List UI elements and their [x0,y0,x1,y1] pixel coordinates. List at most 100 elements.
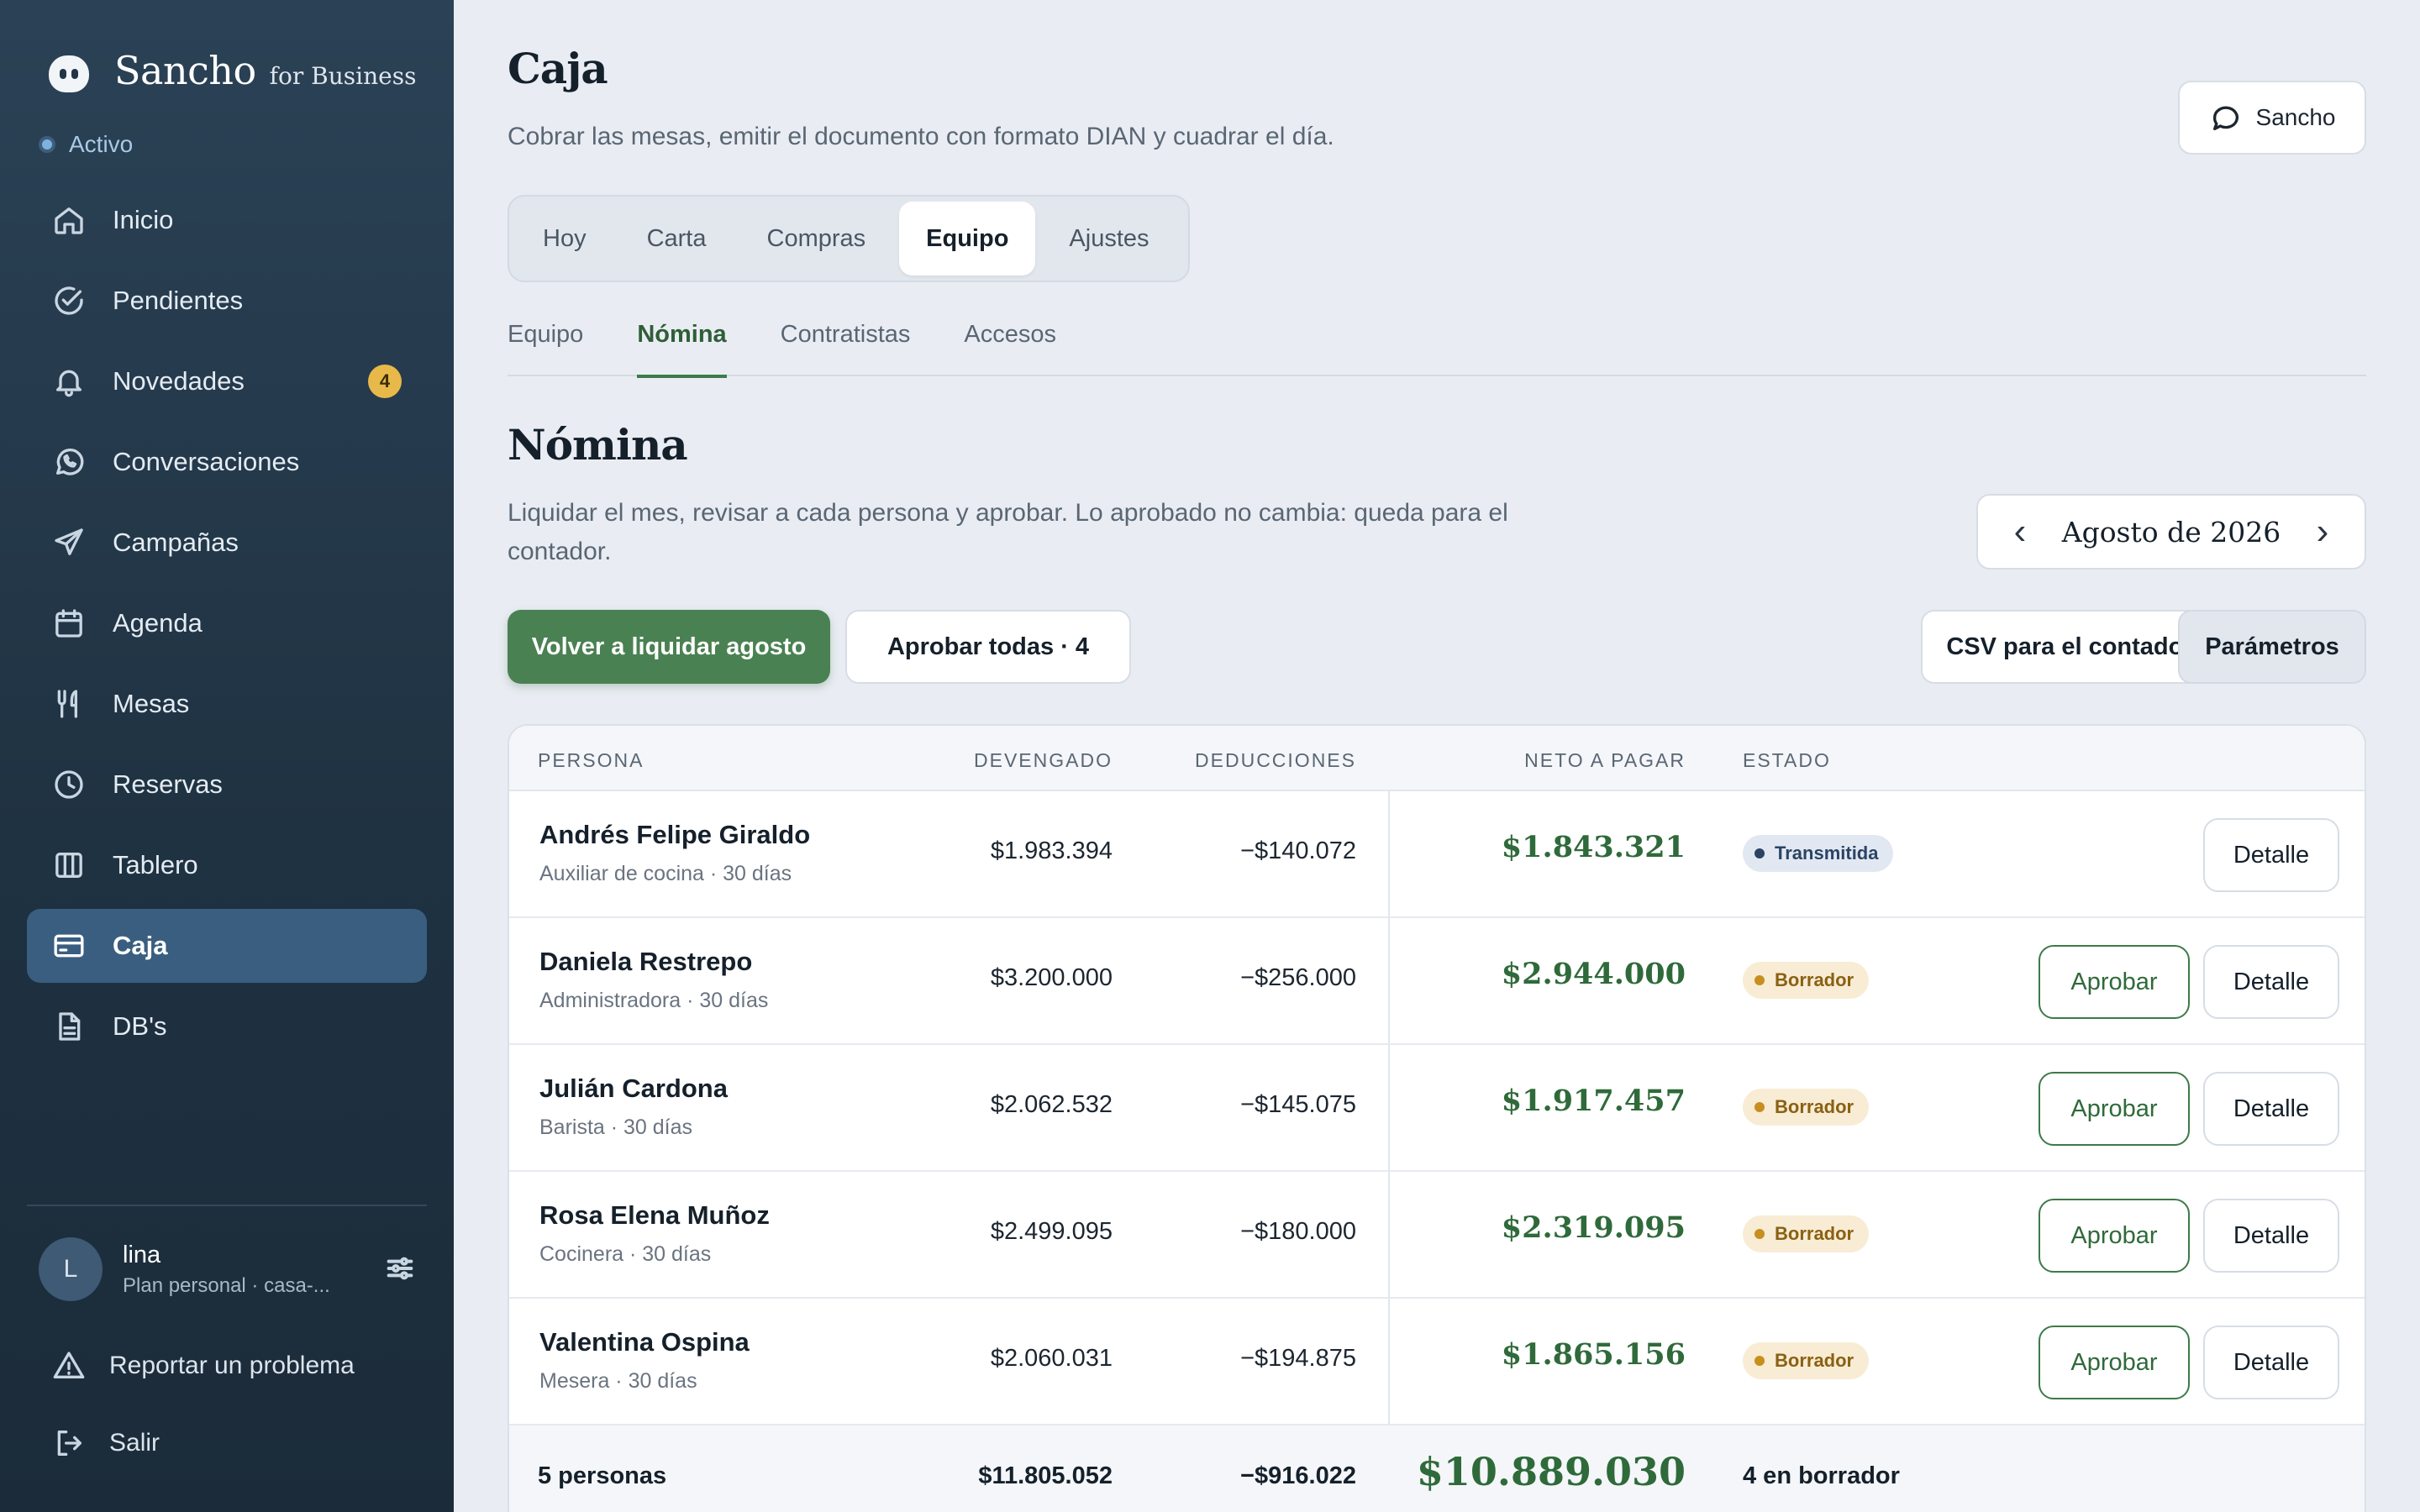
status-dot-icon [1754,1356,1765,1366]
status-label: Transmitida [1775,843,1879,864]
parameters-button[interactable]: Parámetros [2178,610,2366,684]
columns-icon [52,848,86,882]
sidebar-item-agenda[interactable]: Agenda [27,586,427,660]
approve-all-button[interactable]: Aprobar todas · 4 [845,610,1131,684]
send-icon [52,526,86,559]
sidebar-item-label: Inicio [113,205,174,234]
sidebar-item-novedades[interactable]: Novedades 4 [27,344,427,418]
table-header: PERSONA DEVENGADO DEDUCCIONES NETO A PAG… [509,726,2365,791]
subtab-nomina[interactable]: Nómina [637,321,746,378]
detail-button[interactable]: Detalle [2203,945,2339,1019]
report-problem-label: Reportar un problema [109,1352,355,1379]
section-title: Nómina [508,420,688,470]
column-divider [1388,726,1390,1512]
tab-equipo[interactable]: Equipo [899,202,1036,276]
csv-export-button[interactable]: CSV para el contador [1921,610,2218,684]
detail-button[interactable]: Detalle [2203,1199,2339,1273]
status-label: Borrador [1775,969,1854,990]
person-role: Administradora · 30 días [539,989,769,1012]
sancho-assistant-button[interactable]: Sancho [2178,81,2366,155]
credit-card-icon [52,929,86,963]
subtab-contratistas[interactable]: Contratistas [780,321,911,348]
section-description: Liquidar el mes, revisar a cada persona … [508,499,1508,565]
tab-ajustes[interactable]: Ajustes [1069,224,1150,252]
sidebar-item-tablero[interactable]: Tablero [27,828,427,902]
sidebar-divider [27,1205,427,1206]
sidebar-item-pendientes[interactable]: Pendientes [27,264,427,338]
person-role: Auxiliar de cocina · 30 días [539,862,792,885]
total-status: 4 en borrador [1743,1462,1900,1489]
logout-icon [57,1431,82,1456]
detail-button[interactable]: Detalle [2203,1072,2339,1146]
status-dot-icon [1754,975,1765,985]
whatsapp-icon [52,445,86,479]
sancho-button-label: Sancho [2255,104,2336,130]
status-dot-icon [1754,1102,1765,1112]
detail-button[interactable]: Detalle [2203,818,2339,892]
reliquidate-button[interactable]: Volver a liquidar agosto [508,610,830,684]
table-row: Julián Cardona Barista · 30 días $2.062.… [509,1045,2365,1172]
bell-icon [52,365,86,398]
net-value: $2.944.000 [1501,957,1686,991]
table-row: Andrés Felipe Giraldo Auxiliar de cocina… [509,791,2365,918]
approve-button[interactable]: Aprobar [2039,1199,2190,1273]
tab-carta[interactable]: Carta [646,224,707,252]
deductions-value: −$194.875 [1240,1345,1356,1372]
person-name: Andrés Felipe Giraldo [539,820,811,849]
chevron-left-icon[interactable]: ‹ [2013,511,2027,552]
status-badge: Borrador [1743,962,1870,999]
clock-icon [52,768,86,801]
month-picker: ‹ Agosto de 2026 › [1976,494,2366,570]
user-profile[interactable]: L lina Plan personal · casa-... [39,1236,417,1302]
person-name: Daniela Restrepo [539,947,753,976]
total-net: $10.889.030 [1416,1449,1686,1494]
user-name: lina [123,1241,161,1268]
earned-value: $1.983.394 [990,837,1113,864]
table-row: Rosa Elena Muñoz Cocinera · 30 días $2.4… [509,1172,2365,1299]
sidebar-item-label: Novedades [113,366,245,396]
sliders-icon[interactable] [383,1252,417,1285]
approve-button[interactable]: Aprobar [2039,945,2190,1019]
sidebar-item-caja[interactable]: Caja [27,909,427,983]
status-label: Borrador [1775,1223,1854,1244]
chevron-right-icon[interactable]: › [2316,511,2329,552]
deductions-value: −$180.000 [1240,1218,1356,1245]
check-circle-icon [52,284,86,318]
earned-value: $3.200.000 [990,964,1113,991]
tab-compras[interactable]: Compras [766,224,866,252]
status-indicator: Activo [39,131,133,158]
avatar: L [39,1237,103,1301]
status-label: Borrador [1775,1096,1854,1117]
status-badge: Borrador [1743,1215,1870,1252]
user-plan: Plan personal · casa-... [123,1273,330,1297]
sidebar-item-campanas[interactable]: Campañas [27,506,427,580]
total-count: 5 personas [538,1462,667,1489]
brand[interactable]: Sancho for Business [49,47,416,93]
approve-button[interactable]: Aprobar [2039,1072,2190,1146]
sidebar-item-label: Agenda [113,608,203,638]
total-earned: $11.805.052 [978,1462,1113,1489]
brand-subtitle: for Business [269,62,417,90]
brand-name: Sancho [114,48,256,93]
net-value: $1.865.156 [1501,1337,1686,1372]
detail-button[interactable]: Detalle [2203,1326,2339,1399]
status-badge: Transmitida [1743,835,1894,872]
sidebar-item-label: Conversaciones [113,447,300,476]
tab-hoy[interactable]: Hoy [543,224,587,252]
header-devengado: DEVENGADO [974,749,1113,771]
sidebar-item-conversaciones[interactable]: Conversaciones [27,425,427,499]
sidebar-item-inicio[interactable]: Inicio [27,183,427,257]
table-row: Valentina Ospina Mesera · 30 días $2.060… [509,1299,2365,1425]
subtab-accesos[interactable]: Accesos [964,321,1056,348]
subtab-equipo[interactable]: Equipo [508,321,584,348]
sidebar-item-reservas[interactable]: Reservas [27,748,427,822]
page-title: Caja [508,44,608,93]
report-problem-link[interactable]: Reportar un problema [52,1349,355,1383]
deductions-value: −$140.072 [1240,837,1356,864]
sidebar-item-dbs[interactable]: DB's [27,990,427,1063]
logout-link[interactable]: Salir [52,1426,160,1460]
approve-button[interactable]: Aprobar [2039,1326,2190,1399]
sidebar-nav: Inicio Pendientes Novedades 4 Conversaci… [27,183,427,1070]
sidebar-item-mesas[interactable]: Mesas [27,667,427,741]
sub-tabs: Equipo Nómina Contratistas Accesos [508,321,2366,378]
